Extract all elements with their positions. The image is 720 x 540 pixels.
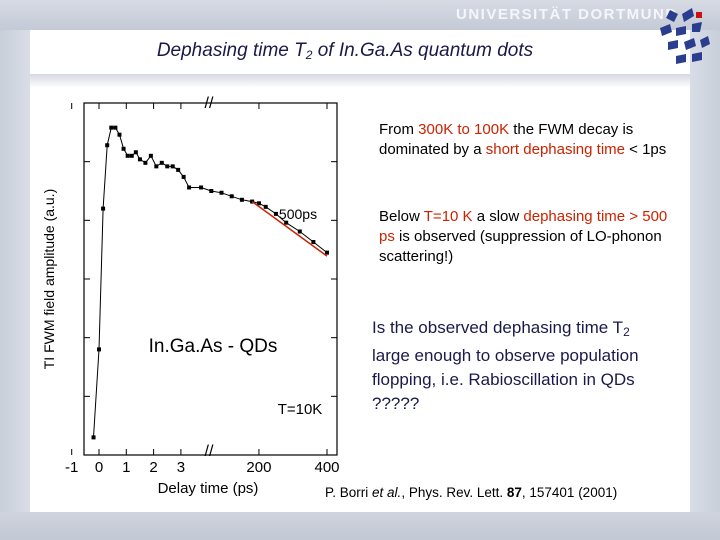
fit-line <box>251 200 328 257</box>
data-point <box>91 435 96 440</box>
sample-label: In.Ga.As - QDs <box>149 336 278 357</box>
x-tick-label: 400 <box>314 459 339 476</box>
data-point <box>109 125 114 130</box>
data-point <box>325 250 329 255</box>
x-axis-label: Delay time (ps) <box>158 480 259 497</box>
citation: P. Borri et al., Phys. Rev. Lett. 87, 15… <box>325 485 618 500</box>
university-logo-icon <box>660 8 710 64</box>
data-point <box>209 189 214 193</box>
fit-label: 500ps <box>279 206 317 222</box>
data-point <box>199 185 204 190</box>
data-point <box>117 132 122 137</box>
university-name: UNIVERSITÄT DORTMUND <box>456 6 678 23</box>
data-point <box>165 164 170 169</box>
data-point <box>219 190 224 195</box>
text-block-low-temp: Below T=10 K a slow dephasing time > 500… <box>379 208 668 265</box>
axis-break-symbol: // <box>205 95 214 112</box>
data-point <box>129 153 134 158</box>
left-border <box>0 30 30 540</box>
axis-break-marks: // // <box>205 95 214 460</box>
slide-content-area <box>30 74 690 512</box>
data-point <box>154 164 159 169</box>
x-tick-label: 3 <box>177 459 185 476</box>
data-line <box>93 127 328 438</box>
question-text: Is the observed dephasing time T2 large … <box>372 318 639 413</box>
data-point <box>113 125 118 130</box>
footer-band <box>0 512 720 540</box>
axis-break-symbol: // <box>205 443 214 460</box>
y-axis-label: TI FWM field amplitude (a.u.) <box>41 189 57 370</box>
slide-title: Dephasing time T2 of In.Ga.As quantum do… <box>156 40 534 62</box>
right-border <box>690 30 720 540</box>
text-block-high-temp: From 300K to 100K the FWM decay is domin… <box>379 121 667 158</box>
data-point <box>170 164 175 169</box>
x-tick-label: 1 <box>122 459 130 476</box>
data-point <box>297 229 302 234</box>
data-point <box>148 153 153 158</box>
data-point <box>311 240 316 245</box>
data-point <box>159 160 164 165</box>
header-band <box>0 0 720 30</box>
data-point <box>284 220 289 225</box>
title-area <box>30 30 690 74</box>
data-point <box>263 204 268 209</box>
data-point <box>181 174 186 179</box>
x-tick-label: 200 <box>246 459 271 476</box>
x-tick-label: 2 <box>149 459 157 476</box>
temperature-label: T=10K <box>278 401 323 418</box>
data-point <box>176 167 181 172</box>
data-point <box>256 201 261 206</box>
x-tick-label: 0 <box>95 459 103 476</box>
x-tick-label: -1 <box>65 459 78 476</box>
data-point <box>97 347 101 352</box>
data-point <box>121 146 126 151</box>
data-point <box>101 206 106 211</box>
data-point <box>239 197 244 202</box>
data-point <box>125 153 130 158</box>
data-point <box>229 194 234 199</box>
data-point <box>143 160 148 165</box>
data-point <box>105 143 110 148</box>
data-point <box>187 185 192 190</box>
data-point <box>273 211 278 216</box>
data-point <box>133 150 138 155</box>
data-point <box>137 157 142 162</box>
